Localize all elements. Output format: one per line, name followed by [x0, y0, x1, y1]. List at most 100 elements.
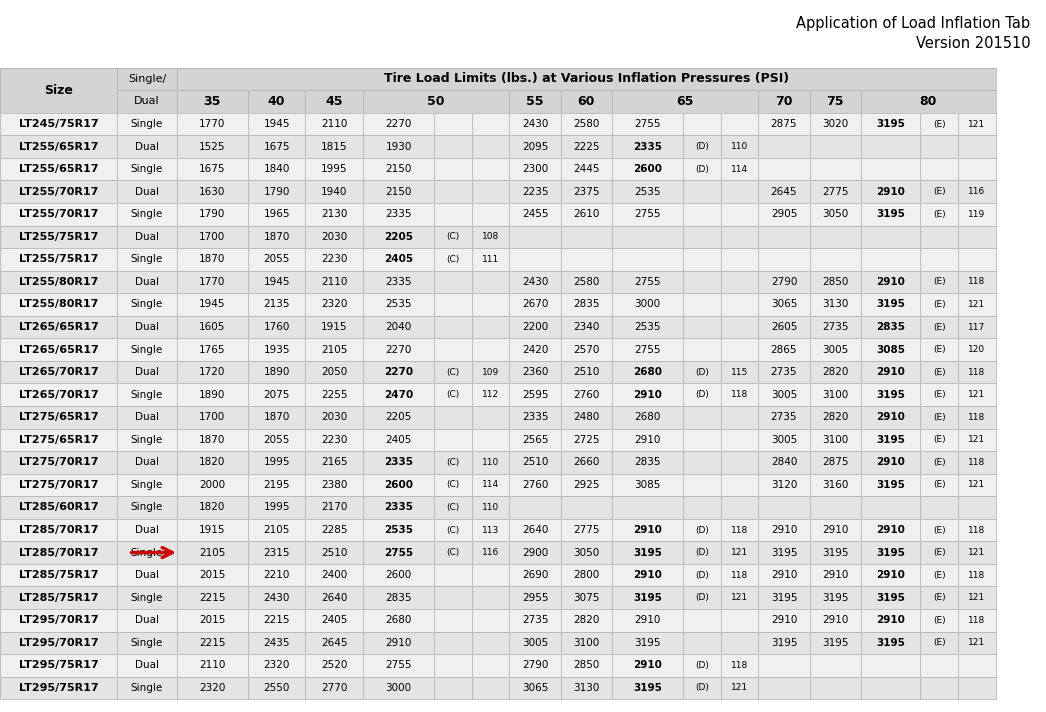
Bar: [810, 180, 861, 203]
Bar: [958, 112, 996, 135]
Bar: [248, 406, 305, 429]
Bar: [363, 451, 434, 473]
Text: 3195: 3195: [633, 548, 662, 557]
Text: 2320: 2320: [264, 660, 290, 671]
Bar: [612, 383, 683, 406]
Bar: [509, 632, 561, 654]
Bar: [958, 451, 996, 473]
Bar: [509, 676, 561, 699]
Bar: [363, 473, 434, 496]
Text: (E): (E): [933, 345, 946, 354]
Bar: [683, 541, 721, 564]
Bar: [509, 654, 561, 676]
Bar: [861, 519, 920, 541]
Text: 2030: 2030: [321, 412, 347, 422]
Bar: [363, 112, 434, 135]
Bar: [958, 135, 996, 158]
Bar: [0, 158, 117, 180]
Text: (E): (E): [933, 187, 946, 197]
Bar: [561, 180, 612, 203]
Bar: [305, 609, 363, 632]
Bar: [177, 383, 248, 406]
Bar: [920, 158, 958, 180]
Text: 118: 118: [969, 278, 985, 286]
Bar: [305, 158, 363, 180]
Bar: [0, 429, 117, 451]
Bar: [958, 587, 996, 609]
Bar: [810, 338, 861, 361]
Bar: [721, 361, 758, 383]
Bar: [177, 293, 248, 315]
Bar: [434, 315, 472, 338]
Text: 2405: 2405: [321, 615, 347, 625]
Bar: [434, 180, 472, 203]
Text: (E): (E): [933, 210, 946, 219]
Text: 2910: 2910: [633, 570, 662, 580]
Text: 65: 65: [677, 95, 693, 108]
Text: 2800: 2800: [573, 570, 599, 580]
Bar: [363, 406, 434, 429]
Text: 2215: 2215: [264, 615, 290, 625]
Bar: [561, 654, 612, 676]
Bar: [177, 90, 248, 112]
Bar: [177, 383, 248, 406]
Text: 2550: 2550: [264, 683, 290, 693]
Text: 2910: 2910: [634, 435, 661, 445]
Bar: [958, 451, 996, 473]
Bar: [612, 180, 683, 203]
Text: 3000: 3000: [386, 683, 411, 693]
Text: Dual: Dual: [134, 96, 160, 107]
Bar: [509, 271, 561, 293]
Bar: [612, 473, 683, 496]
Bar: [305, 203, 363, 226]
Text: 1945: 1945: [264, 277, 290, 287]
Text: 3100: 3100: [573, 638, 599, 648]
Bar: [0, 519, 117, 541]
Bar: [861, 158, 920, 180]
Text: (E): (E): [933, 638, 946, 647]
Text: 3195: 3195: [822, 638, 848, 648]
Bar: [0, 587, 117, 609]
Bar: [117, 383, 177, 406]
Text: 115: 115: [731, 367, 748, 377]
Bar: [509, 112, 561, 135]
Text: 2820: 2820: [573, 615, 599, 625]
Bar: [0, 135, 117, 158]
Text: LT285/60R17: LT285/60R17: [19, 503, 98, 513]
Bar: [305, 338, 363, 361]
Bar: [248, 473, 305, 496]
Bar: [0, 654, 117, 676]
Text: 3020: 3020: [822, 119, 848, 129]
Bar: [248, 112, 305, 135]
Text: Single: Single: [131, 164, 163, 174]
Bar: [117, 203, 177, 226]
Bar: [509, 632, 561, 654]
Text: 2130: 2130: [321, 209, 347, 219]
Bar: [363, 496, 434, 519]
Text: 1525: 1525: [199, 142, 226, 152]
Bar: [721, 203, 758, 226]
Text: 112: 112: [482, 390, 499, 399]
Text: 1675: 1675: [199, 164, 226, 174]
Bar: [861, 564, 920, 587]
Text: 2270: 2270: [385, 345, 412, 355]
Bar: [861, 541, 920, 564]
Bar: [472, 541, 509, 564]
Bar: [509, 587, 561, 609]
Text: LT285/70R17: LT285/70R17: [19, 525, 98, 535]
Text: 2015: 2015: [199, 615, 226, 625]
Text: 121: 121: [969, 638, 985, 647]
Text: Application of Load Inflation Tab: Application of Load Inflation Tab: [796, 16, 1030, 31]
Bar: [721, 406, 758, 429]
Bar: [434, 338, 472, 361]
Bar: [683, 609, 721, 632]
Bar: [958, 632, 996, 654]
Text: Size: Size: [44, 84, 73, 97]
Bar: [472, 451, 509, 473]
Bar: [958, 519, 996, 541]
Bar: [683, 496, 721, 519]
Bar: [117, 338, 177, 361]
Text: 2865: 2865: [771, 345, 797, 355]
Text: 120: 120: [969, 345, 985, 354]
Bar: [612, 315, 683, 338]
